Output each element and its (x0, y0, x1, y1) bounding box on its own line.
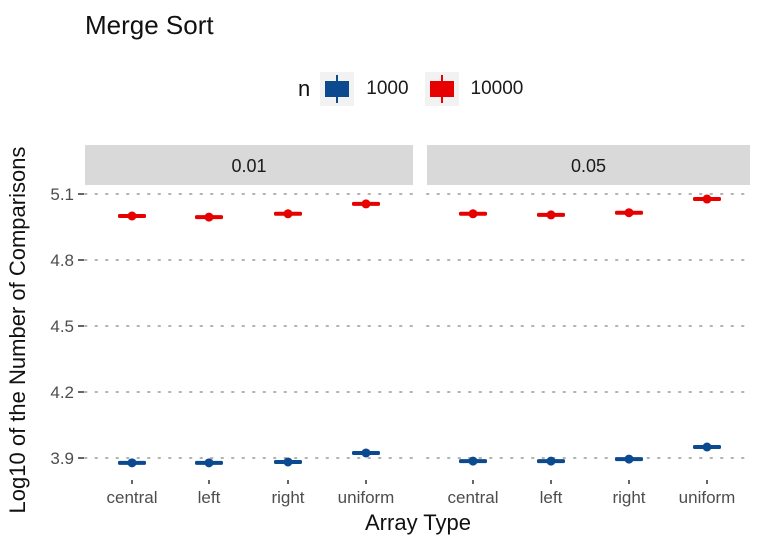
chart-title: Merge Sort (85, 10, 214, 40)
median-point-1000 (468, 456, 478, 466)
median-point-10000 (204, 212, 214, 222)
x-tick-label: left (540, 488, 563, 507)
x-tick-label: central (447, 488, 498, 507)
x-tick-label: uniform (679, 488, 736, 507)
median-point-1000 (127, 458, 137, 468)
x-tick-label: uniform (338, 488, 395, 507)
median-point-10000 (468, 209, 478, 219)
median-point-10000 (361, 199, 371, 209)
facet-strips: 0.01 0.05 (85, 145, 750, 185)
median-point-10000 (127, 211, 137, 221)
median-point-10000 (702, 194, 712, 204)
median-point-1000 (624, 454, 634, 464)
median-point-1000 (204, 458, 214, 468)
x-tick-label: left (198, 488, 221, 507)
x-axis-label: Array Type (365, 510, 471, 535)
y-tick-label: 4.8 (50, 251, 74, 270)
median-point-10000 (624, 208, 634, 218)
x-tick-label: right (271, 488, 304, 507)
median-point-10000 (283, 209, 293, 219)
facet-label: 0.01 (231, 156, 266, 176)
median-point-10000 (546, 210, 556, 220)
median-point-1000 (283, 457, 293, 467)
data-marks (118, 194, 721, 468)
y-tick-label: 4.2 (50, 383, 74, 402)
legend-key-10000-icon (424, 72, 459, 106)
median-point-1000 (702, 442, 712, 452)
x-tick-label: right (612, 488, 645, 507)
facet-strip (427, 145, 750, 185)
x-axis: central left right uniform central left right u… (106, 480, 735, 507)
gridlines (84, 193, 751, 459)
legend: n 1000 10000 (298, 72, 539, 106)
legend-key-1000-icon (320, 72, 355, 106)
median-point-1000 (546, 456, 556, 466)
y-axis: 3.9 4.2 4.5 4.8 5.1 (50, 185, 84, 468)
legend-label-10000: 10000 (470, 78, 524, 99)
facet-label: 0.05 (571, 156, 606, 176)
x-tick-label: central (106, 488, 157, 507)
legend-title: n (298, 76, 311, 101)
legend-label-1000: 1000 (366, 78, 409, 99)
y-tick-label: 5.1 (50, 185, 74, 204)
facet-strip (85, 145, 413, 185)
median-point-1000 (361, 448, 371, 458)
y-tick-label: 3.9 (50, 449, 74, 468)
y-tick-label: 4.5 (50, 317, 74, 336)
